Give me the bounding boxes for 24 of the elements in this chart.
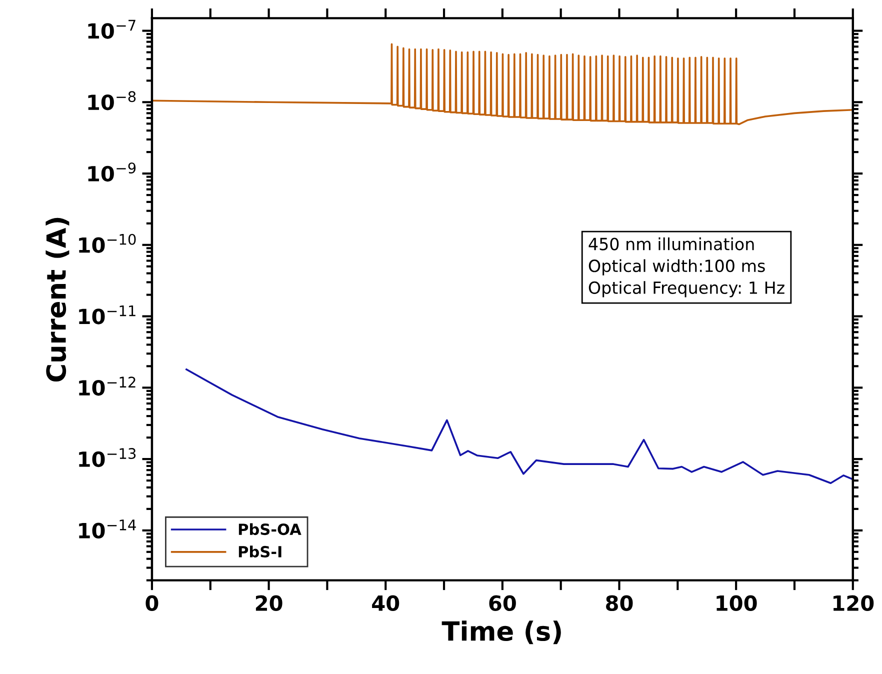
x-tick-label: 120 xyxy=(834,595,874,612)
y-tick-label: 10$^{−12}$ xyxy=(79,376,136,396)
legend-label: PbS-OA xyxy=(238,523,302,536)
y-tick-label: 10$^{−13}$ xyxy=(79,448,136,468)
y-tick-label: 10$^{−7}$ xyxy=(88,20,136,39)
y-tick-label: 10$^{−9}$ xyxy=(88,162,136,182)
line-series xyxy=(152,43,853,126)
x-tick-label: 60 xyxy=(489,595,516,612)
annotation: 450 nm illumination xyxy=(588,237,754,250)
x-tick-label: 20 xyxy=(256,595,282,612)
legend-label: PbS-I xyxy=(238,546,282,558)
y-tick-label: 10$^{−11}$ xyxy=(79,305,136,324)
x-tick-label: 40 xyxy=(372,595,400,612)
y-axis-title: Current (A) xyxy=(46,218,70,382)
annotation: Optical width:100 ms xyxy=(588,259,765,276)
y-tick-label: 10$^{−14}$ xyxy=(79,520,136,538)
y-tick-label: 10$^{−10}$ xyxy=(79,234,136,253)
x-tick-label: 80 xyxy=(606,595,633,612)
line-series xyxy=(186,368,853,484)
x-tick-label: 0 xyxy=(146,595,158,612)
y-tick-label: 10$^{−8}$ xyxy=(88,91,136,110)
x-axis-title: Time (s) xyxy=(442,620,561,644)
x-tick-label: 100 xyxy=(716,595,757,612)
annotation: Optical Frequency: 1 Hz xyxy=(588,281,784,298)
